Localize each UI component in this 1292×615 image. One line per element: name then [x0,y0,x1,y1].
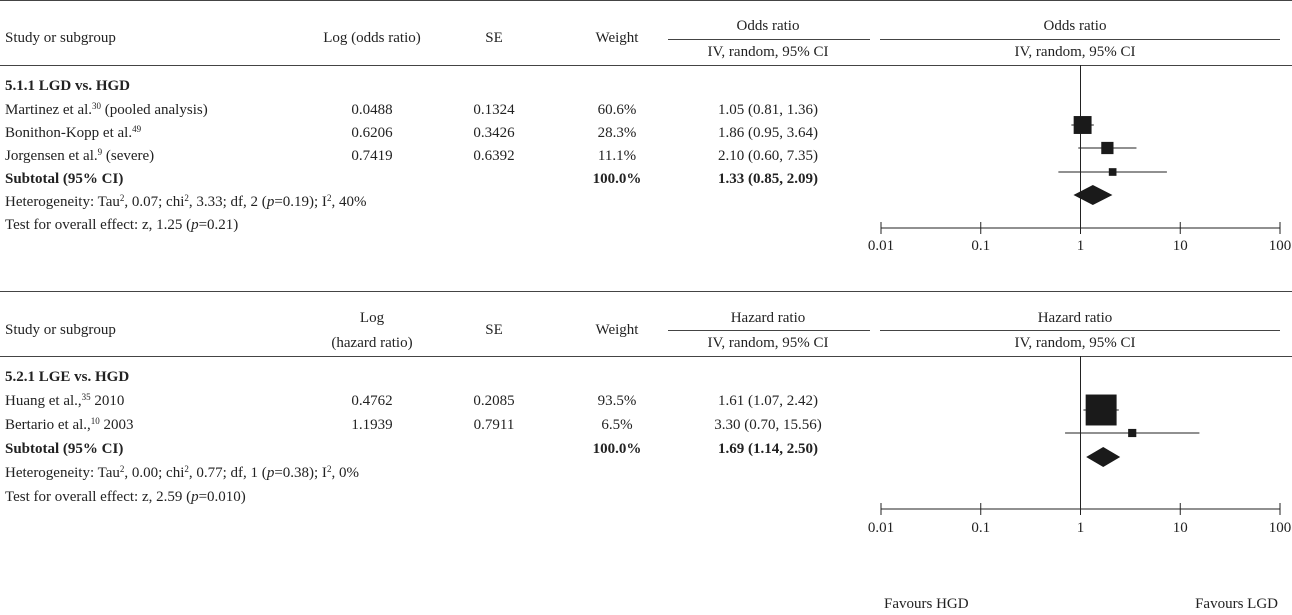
study-se: 0.6392 [473,148,515,164]
study-ci: 2.10 (0.60, 7.35) [718,148,818,164]
study-weight: 28.3% [597,125,637,141]
study-se: 0.7911 [473,417,515,433]
panel2-col-estimate-line2: (hazard ratio) [331,335,413,351]
panel2-top-rule [0,291,1292,292]
study-weight-square [1085,394,1117,426]
panel2-col-study: Study or subgroup [5,322,116,338]
panel1-plot-header-rule [880,39,1280,40]
study-se: 0.1324 [473,102,515,118]
panel2-col-se: SE [485,322,503,338]
study-estimate: 0.7419 [351,148,393,164]
panel2-col-ci-sub: IV, random, 95% CI [707,335,829,351]
study-weight-square [1128,428,1137,438]
x-tick-label: 0.1 [971,520,991,536]
study-ci: 1.05 (0.81, 1.36) [718,102,818,118]
x-tick-label: 10 [1172,238,1188,254]
panel1-plot-sub: IV, random, 95% CI [1014,44,1136,60]
panel1-plot-title: Odds ratio [1043,18,1107,34]
panel2-overall-effect: Test for overall effect: z, 2.59 (p=0.01… [5,489,246,505]
study-name: Bertario et al.,10 2003 [5,416,134,434]
panel2-plot-title: Hazard ratio [1037,310,1113,326]
panel1-header-bottom-rule [0,65,1292,66]
study-weight: 60.6% [597,102,637,118]
panel2-subgroup-label: 5.2.1 LGE vs. HGD [5,369,130,385]
panel2-col-ci-title: Hazard ratio [730,310,806,326]
x-tick-label: 0.01 [867,238,895,254]
panel1-col-ci-sub: IV, random, 95% CI [707,44,829,60]
panel1-ci-header-rule [668,39,870,40]
panel2-col-estimate: Log [359,310,385,326]
x-tick-label: 100 [1268,520,1292,536]
study-weight-square [1108,168,1117,176]
study-name: Bonithon-Kopp et al.49 [5,124,142,142]
panel1-col-study: Study or subgroup [5,30,116,46]
panel1-col-se: SE [485,30,503,46]
study-se: 0.3426 [473,125,515,141]
panel1-subtotal-ci: 1.33 (0.85, 2.09) [718,171,818,187]
study-name: Jorgensen et al.9 (severe) [5,147,155,165]
study-weight: 6.5% [601,417,633,433]
subtotal-diamond [1086,447,1121,467]
panel2-plot-sub: IV, random, 95% CI [1014,335,1136,351]
x-tick-label: 0.01 [867,520,895,536]
x-tick-label: 100 [1268,238,1292,254]
study-ci: 1.61 (1.07, 2.42) [718,393,818,409]
study-weight-square [1101,141,1114,155]
x-tick-label: 1 [1076,520,1085,536]
panel1-col-ci-title: Odds ratio [736,18,800,34]
panel1-col-estimate: Log (odds ratio) [323,30,421,46]
panel2-subtotal-ci: 1.69 (1.14, 2.50) [718,441,818,457]
study-estimate: 0.6206 [351,125,393,141]
panel1-subtotal-weight: 100.0% [592,171,642,187]
panel2-ci-header-rule [668,330,870,331]
study-name: Huang et al.,35 2010 [5,392,125,410]
panel1-subtotal-label: Subtotal (95% CI) [5,171,124,187]
favours-right-label: Favours LGD [1195,596,1278,612]
panel1-top-rule [0,0,1292,1]
panel2-subtotal-weight: 100.0% [592,441,642,457]
subtotal-diamond [1073,185,1113,205]
x-tick-label: 0.1 [971,238,991,254]
study-estimate: 1.1939 [351,417,393,433]
panel1-subgroup-label: 5.1.1 LGD vs. HGD [5,78,131,94]
study-name: Martinez et al.30 (pooled analysis) [5,101,208,119]
x-tick-label: 10 [1172,520,1188,536]
study-weight: 11.1% [597,148,637,164]
panel1-overall-effect: Test for overall effect: z, 1.25 (p=0.21… [5,217,239,233]
study-weight: 93.5% [597,393,637,409]
panel2-header-bottom-rule [0,356,1292,357]
panel2-subtotal-label: Subtotal (95% CI) [5,441,124,457]
study-estimate: 0.4762 [351,393,393,409]
panel1-heterogeneity: Heterogeneity: Tau2, 0.07; chi2, 3.33; d… [5,193,367,211]
panel2-col-weight: Weight [595,322,639,338]
study-ci: 3.30 (0.70, 15.56) [714,417,822,433]
study-ci: 1.86 (0.95, 3.64) [718,125,818,141]
panel1-col-weight: Weight [595,30,639,46]
panel2-plot-header-rule [880,330,1280,331]
favours-left-label: Favours HGD [884,596,969,612]
study-estimate: 0.0488 [351,102,393,118]
panel2-heterogeneity: Heterogeneity: Tau2, 0.00; chi2, 0.77; d… [5,464,359,482]
x-tick-label: 1 [1076,238,1085,254]
study-se: 0.2085 [473,393,515,409]
study-weight-square [1073,116,1092,134]
